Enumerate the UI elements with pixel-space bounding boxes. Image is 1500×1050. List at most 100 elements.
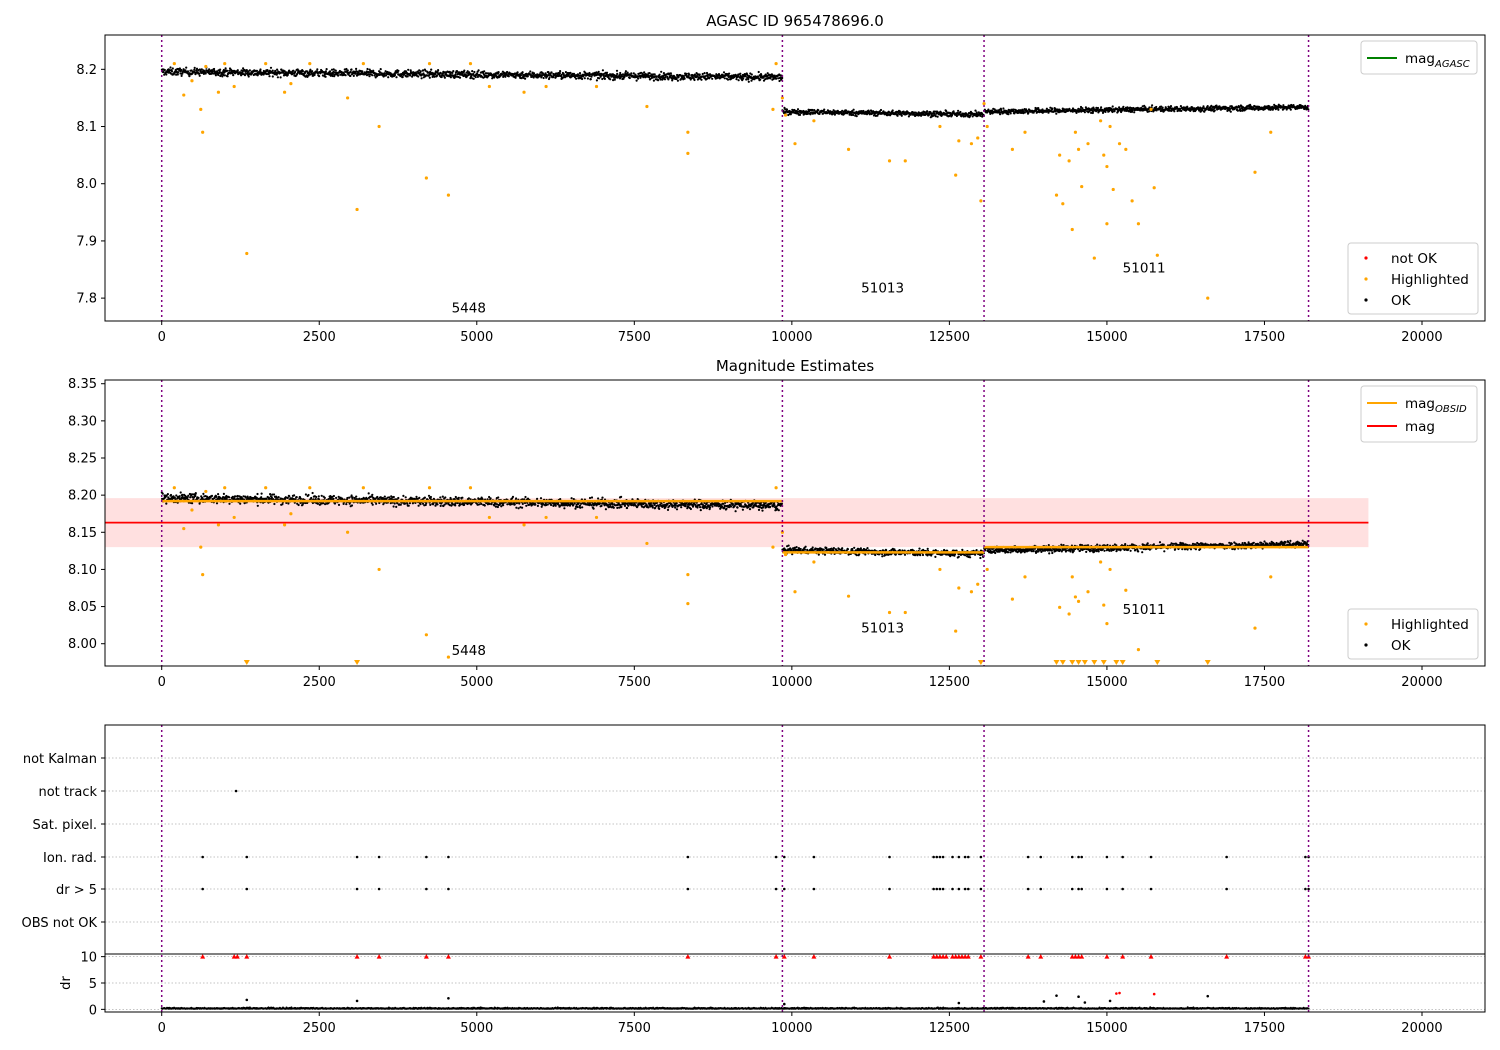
ok-point [708, 73, 712, 76]
highlighted-point [1076, 147, 1081, 151]
ok-point [168, 69, 171, 72]
ok-point [852, 108, 855, 111]
ok-point [478, 503, 481, 506]
ok-point [552, 504, 555, 507]
ok-point [349, 70, 352, 74]
ok-point [699, 506, 702, 509]
legend-label: not OK [1391, 251, 1438, 267]
ok-point [511, 495, 515, 498]
ok-point [429, 495, 432, 499]
ok-point [742, 77, 745, 80]
ok-point [699, 509, 702, 512]
highlighted-point [594, 84, 599, 89]
ok-point [1239, 109, 1242, 112]
ok-point [454, 495, 457, 499]
highlighted-point [223, 62, 227, 66]
ok-point [823, 553, 827, 556]
ok-point [401, 75, 404, 79]
legend-bottom [1347, 242, 1479, 315]
ok-point [331, 72, 335, 75]
ok-point [162, 71, 165, 74]
highlighted-point [1152, 186, 1156, 190]
ok-point [651, 506, 654, 509]
ok-point [243, 74, 247, 77]
ok-point [432, 503, 435, 506]
ok-point [1090, 111, 1093, 114]
highlighted-point [1070, 227, 1074, 232]
ok-point [226, 69, 229, 72]
ok-point [269, 66, 273, 69]
ok-point [236, 69, 239, 72]
ok-point [367, 71, 370, 74]
ok-point [279, 76, 282, 79]
ok-point [1179, 105, 1182, 108]
highlighted-point [216, 90, 221, 94]
ok-point [658, 73, 661, 76]
ok-point [653, 73, 656, 76]
x-tick-label: 0 [158, 330, 166, 345]
ok-point [683, 77, 686, 80]
ok-point [575, 77, 578, 80]
ok-point [178, 67, 181, 70]
highlighted-point [232, 84, 236, 89]
highlighted-point [201, 130, 205, 134]
ok-point [959, 110, 962, 114]
ok-point [723, 77, 726, 80]
highlighted-point [522, 90, 526, 94]
ok-point [517, 507, 520, 510]
ok-point [270, 496, 273, 499]
ok-point [436, 70, 439, 74]
ok-point [322, 502, 325, 505]
obs-label: 51013 [861, 280, 904, 296]
ok-point [493, 76, 496, 79]
ok-point [354, 72, 357, 75]
ok-point [680, 506, 683, 509]
ok-point [772, 77, 775, 80]
highlighted-point [969, 142, 974, 146]
ok-point [335, 496, 338, 499]
ok-point [387, 76, 390, 79]
ok-point [896, 114, 899, 117]
obs-label: 51011 [1123, 260, 1166, 276]
ok-point [853, 546, 856, 549]
ok-point [747, 506, 750, 509]
ok-point [310, 496, 313, 500]
highlighted-point [1155, 253, 1159, 257]
ok-point [473, 70, 476, 74]
ok-point [283, 70, 286, 73]
ok-point [255, 69, 259, 72]
ok-point [750, 73, 753, 76]
ok-point [236, 494, 239, 498]
ok-point [226, 75, 229, 78]
ok-point [208, 68, 211, 71]
ok-point [817, 109, 820, 112]
ok-point [590, 75, 593, 78]
ok-point [1178, 107, 1182, 110]
ok-point [529, 70, 532, 73]
ok-point [1307, 108, 1310, 111]
ok-point [219, 497, 222, 500]
ok-point [1027, 111, 1030, 114]
ok-point [1055, 112, 1058, 115]
highlighted-point [957, 139, 961, 143]
highlighted-point [846, 147, 851, 151]
ok-point [664, 76, 667, 79]
ok-point [589, 78, 592, 81]
ok-point [418, 496, 421, 499]
ok-point [345, 503, 348, 506]
ok-point [350, 504, 354, 507]
ok-point [643, 71, 646, 74]
ok-point [609, 78, 612, 81]
ok-point [419, 70, 422, 73]
ok-point [595, 79, 599, 82]
ok-point [198, 72, 201, 75]
ok-point [286, 496, 289, 499]
highlighted-point [1054, 193, 1059, 197]
x-tick-label: 7500 [618, 330, 651, 345]
ok-point [766, 72, 769, 75]
ok-point [1113, 110, 1116, 113]
ok-point [1021, 108, 1024, 111]
highlighted-points [172, 62, 1273, 300]
ok-point [613, 78, 616, 81]
